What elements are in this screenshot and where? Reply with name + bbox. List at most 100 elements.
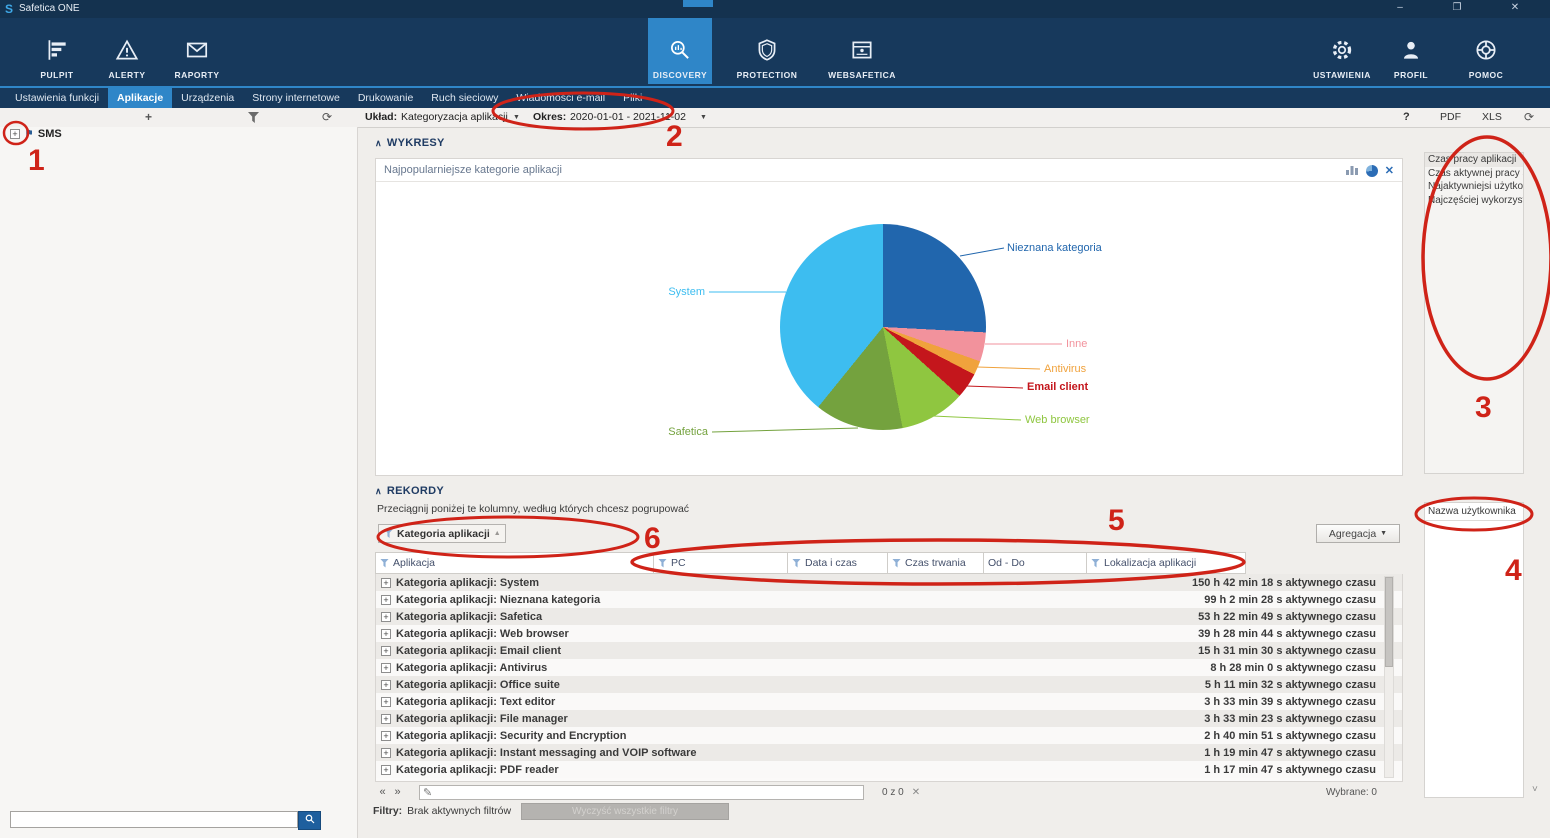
table-row-safetica[interactable]: + Kategoria aplikacji: Safetica 53 h 22 mi… (376, 608, 1402, 625)
table-row-office-suite[interactable]: + Kategoria aplikacji: Office suite 5 h 11… (376, 676, 1402, 693)
clear-page-icon[interactable]: ✕ (911, 786, 921, 798)
table-row-text-editor[interactable]: + Kategoria aplikacji: Text editor 3 h 33 … (376, 693, 1402, 710)
tab-ustawienia-funkcji[interactable]: Ustawienia funkcji (15, 92, 100, 104)
tab-ruch-sieciowy[interactable]: Ruch sieciowy (431, 92, 499, 104)
top-accent-tab (683, 0, 713, 7)
tab-drukowanie[interactable]: Drukowanie (357, 92, 414, 104)
pdf-export-button[interactable]: PDF (1440, 111, 1461, 123)
page-first-button[interactable]: « (379, 786, 386, 798)
filter-icon[interactable] (248, 112, 259, 126)
clear-filters-button[interactable]: Wyczyść wszystkie filtry (521, 802, 730, 820)
nav-protection[interactable]: PROTECTION (732, 20, 802, 84)
nav-alerty[interactable]: ALERTY (97, 20, 157, 84)
tab-urzadzenia[interactable]: Urządzenia (181, 92, 235, 104)
dashboard-icon (44, 37, 70, 66)
xls-export-button[interactable]: XLS (1482, 111, 1502, 123)
nav-pulpit[interactable]: PULPIT (27, 20, 87, 84)
user-name-panel-header[interactable]: Nazwa użytkownika (1425, 503, 1523, 521)
page-input[interactable]: ✎ (419, 784, 864, 800)
chart-close-icon[interactable]: ✕ (1384, 165, 1394, 177)
column-header-pc[interactable]: PC (654, 552, 788, 574)
window-title: Safetica ONE (19, 3, 80, 14)
table-row-pdf-reader[interactable]: + Kategoria aplikacji: PDF reader 1 h 17 m… (376, 761, 1402, 778)
period-caret-icon[interactable]: ▼ (700, 114, 707, 121)
help-button[interactable]: ? (1403, 111, 1410, 123)
nav-profil[interactable]: PROFIL (1381, 20, 1441, 84)
maximize-button[interactable]: ❐ (1452, 2, 1462, 13)
expand-row-icon[interactable]: + (381, 577, 391, 588)
expand-row-icon[interactable]: + (381, 730, 391, 741)
list-item-najczesciej[interactable]: Najczęściej wykorzystywa... (1428, 194, 1523, 206)
expand-row-icon[interactable]: + (381, 679, 391, 690)
expand-row-icon[interactable]: + (381, 662, 391, 673)
table-row-nieznana[interactable]: + Kategoria aplikacji: Nieznana kategoria… (376, 591, 1402, 608)
nav-pomoc[interactable]: POMOC (1456, 20, 1516, 84)
table-row-security-encryption[interactable]: + Kategoria aplikacji: Security and Encry… (376, 727, 1402, 744)
expand-tree-icon[interactable]: + (10, 128, 20, 139)
expand-row-icon[interactable]: + (381, 645, 391, 656)
column-header-lokalizacja[interactable]: Lokalizacja aplikacji (1087, 552, 1246, 574)
search-button[interactable] (298, 811, 321, 830)
list-item-czas-pracy[interactable]: Czas pracy aplikacji (1425, 153, 1523, 167)
scroll-down-icon[interactable]: ˅ (1532, 784, 1538, 795)
records-section-header[interactable]: ∧ REKORDY (375, 485, 444, 497)
list-item-czas-aktywnej[interactable]: Czas aktywnej pracy aplik... (1428, 167, 1523, 179)
pie-chart[interactable] (780, 224, 986, 430)
table-row-system[interactable]: + Kategoria aplikacji: System 150 h 42 min… (376, 574, 1402, 591)
list-item-najaktywniejsi[interactable]: Najaktywniejsi użytkownicy (1428, 181, 1523, 192)
main-toolbar: PULPIT ALERTY RAPORTY DISCOVERY PROTECTI… (0, 18, 1550, 88)
tree-item-label: SMS (37, 127, 62, 140)
expand-row-icon[interactable]: + (381, 628, 391, 639)
minimize-button[interactable]: – (1397, 2, 1403, 13)
table-row-im-voip[interactable]: + Kategoria aplikacji: Instant messaging … (376, 744, 1402, 761)
tab-strony-internetowe[interactable]: Strony internetowe (252, 92, 340, 104)
nav-discovery-label: DISCOVERY (652, 70, 708, 80)
layout-value[interactable]: Kategoryzacja aplikacji (401, 111, 508, 123)
refresh-left-icon[interactable]: ⟳ (322, 110, 333, 124)
column-header-czas-trwania[interactable]: Czas trwania (888, 552, 984, 574)
group-chip-kategoria-aplikacji[interactable]: Kategoria aplikacji ▲ (378, 524, 506, 543)
nav-raporty[interactable]: RAPORTY (167, 20, 227, 84)
table-scrollbar[interactable] (1384, 576, 1394, 778)
table-row-antivirus[interactable]: + Kategoria aplikacji: Antivirus 8 h 28 mi… (376, 659, 1402, 676)
sidebar-search (10, 811, 321, 830)
tab-wiadomosci-email[interactable]: Wiadomości e-mail (516, 92, 606, 104)
charts-section-header[interactable]: ∧ WYKRESY (375, 137, 445, 149)
expand-row-icon[interactable]: + (381, 713, 391, 724)
close-button[interactable]: ✕ (1510, 2, 1520, 13)
expand-row-icon[interactable]: + (381, 611, 391, 622)
expand-row-icon[interactable]: + (381, 696, 391, 707)
layout-caret-icon[interactable]: ▼ (513, 114, 520, 121)
nav-discovery[interactable]: DISCOVERY (648, 18, 712, 84)
expand-row-icon[interactable]: + (381, 747, 391, 758)
search-input[interactable] (10, 811, 298, 828)
table-row-email-client[interactable]: + Kategoria aplikacji: Email client 15 h 3… (376, 642, 1402, 659)
pie-label-email-client: Email client (1027, 381, 1089, 393)
expand-row-icon[interactable]: + (381, 594, 391, 605)
column-header-od-do[interactable]: Od - Do (984, 552, 1087, 574)
nav-ustawienia[interactable]: USTAWIENIA (1307, 20, 1377, 84)
group-chip-label: Kategoria aplikacji (397, 527, 490, 540)
add-icon[interactable]: + (145, 110, 153, 124)
nav-websafetica[interactable]: WEBSAFETICA (820, 20, 904, 84)
records-table-header: Aplikacja PC Data i czas Czas trwania Od… (375, 552, 1403, 574)
column-header-aplikacja[interactable]: Aplikacja (375, 552, 654, 574)
table-row-web-browser[interactable]: + Kategoria aplikacji: Web browser 39 h 28… (376, 625, 1402, 642)
pie-label-system: System (668, 286, 705, 298)
table-scrollbar-thumb[interactable] (1385, 577, 1393, 667)
pie-chart-toggle-icon[interactable] (1365, 164, 1378, 177)
selected-count: Wybrane: 0 (1325, 786, 1377, 798)
tree-item-sms[interactable]: + ⚑ SMS (10, 127, 62, 140)
table-row-file-manager[interactable]: + Kategoria aplikacji: File manager 3 h 33… (376, 710, 1402, 727)
column-header-data-i-czas[interactable]: Data i czas (788, 552, 888, 574)
page-last-button[interactable]: » (394, 786, 401, 798)
tab-pliki[interactable]: Pliki (623, 92, 643, 104)
tab-aplikacje[interactable]: Aplikacje (108, 88, 173, 108)
period-value[interactable]: 2020-01-01 - 2021-11-02 (570, 111, 686, 123)
refresh-right-icon[interactable]: ⟳ (1524, 110, 1535, 124)
aggregation-button[interactable]: Agregacja ▼ (1316, 524, 1400, 543)
expand-row-icon[interactable]: + (381, 764, 391, 775)
bar-chart-toggle-icon[interactable] (1345, 163, 1359, 178)
safetica-logo-icon: S (5, 2, 14, 16)
